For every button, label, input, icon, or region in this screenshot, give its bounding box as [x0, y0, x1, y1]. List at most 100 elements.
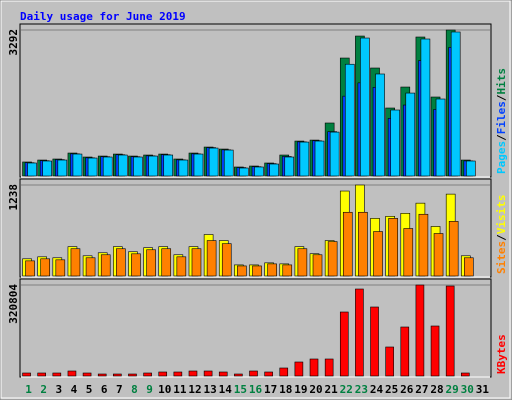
- bar: [299, 141, 310, 177]
- bar: [239, 167, 249, 177]
- bar: [234, 373, 243, 377]
- x-tick-label: 12: [188, 383, 201, 396]
- bar: [27, 162, 37, 177]
- bar: [191, 248, 202, 277]
- bar: [146, 249, 156, 277]
- bar: [415, 284, 425, 377]
- y-tick-label: 320804: [7, 284, 20, 324]
- x-tick-label: 31: [476, 383, 490, 396]
- bar: [72, 153, 83, 177]
- bar: [218, 371, 228, 377]
- x-tick-label: 14: [219, 383, 233, 396]
- bar: [344, 63, 355, 177]
- bar: [385, 346, 394, 377]
- bar: [208, 147, 219, 177]
- chart-title: Daily usage for June 2019: [20, 10, 186, 23]
- bar: [370, 306, 379, 377]
- bar: [284, 156, 295, 177]
- bar: [40, 258, 50, 277]
- x-tick-label: 22: [340, 383, 353, 396]
- x-tick-label: 5: [86, 383, 93, 396]
- bar: [418, 213, 429, 277]
- x-tick-label: 25: [385, 383, 398, 396]
- x-tick-label: 21: [325, 383, 339, 396]
- x-tick-label: 27: [415, 383, 428, 396]
- bar: [400, 326, 410, 377]
- bar: [148, 155, 158, 177]
- bar: [403, 228, 414, 277]
- legend-entry: Pages: [495, 141, 508, 174]
- bar: [221, 243, 232, 277]
- bar: [22, 372, 31, 377]
- legend-entry: KBytes: [495, 334, 508, 374]
- x-tick-label: 24: [370, 383, 384, 396]
- bar: [339, 311, 349, 377]
- bar: [342, 211, 353, 277]
- bar: [100, 254, 111, 277]
- bar: [355, 288, 364, 377]
- bar: [37, 372, 46, 377]
- bar: [312, 254, 323, 277]
- bar: [193, 153, 204, 177]
- bar: [173, 371, 183, 377]
- bar: [405, 92, 416, 177]
- bar: [143, 372, 152, 377]
- bar: [113, 373, 122, 377]
- bar: [42, 160, 52, 177]
- bar: [324, 358, 334, 377]
- y-tick-label: 3292: [7, 29, 20, 56]
- bar: [327, 241, 338, 277]
- bar: [267, 263, 277, 277]
- bar: [448, 221, 459, 277]
- bar: [329, 131, 340, 177]
- bar: [161, 248, 172, 277]
- bar: [131, 253, 141, 277]
- bar: [237, 265, 247, 277]
- x-tick-label: 23: [355, 383, 368, 396]
- x-tick-label: 20: [309, 383, 322, 396]
- bar: [97, 373, 107, 377]
- bar: [252, 265, 262, 277]
- x-tick-label: 16: [249, 383, 263, 396]
- bar: [466, 160, 476, 177]
- x-tick-label: 11: [173, 383, 187, 396]
- bar: [464, 257, 474, 277]
- bar: [223, 149, 234, 177]
- bar: [87, 157, 98, 177]
- bar: [294, 361, 304, 377]
- x-tick-label: 7: [116, 383, 123, 396]
- bar: [314, 140, 325, 177]
- bar: [445, 285, 455, 377]
- legend: Sites/Visits: [495, 195, 508, 275]
- y-tick-label: 1238: [7, 184, 20, 211]
- x-tick-label: 13: [203, 383, 216, 396]
- bar: [158, 371, 168, 377]
- x-tick-label: 19: [294, 383, 307, 396]
- legend-entry: Visits: [495, 195, 508, 235]
- bar: [450, 31, 461, 177]
- bar: [25, 260, 35, 277]
- bar: [433, 233, 444, 277]
- legend: KBytes: [495, 334, 508, 374]
- bar: [309, 358, 319, 377]
- bar: [163, 154, 174, 177]
- bar: [203, 370, 213, 377]
- bar: [430, 325, 440, 377]
- x-tick-label: 28: [430, 383, 443, 396]
- x-tick-label: 8: [131, 383, 138, 396]
- x-tick-label: 2: [40, 383, 47, 396]
- bar: [176, 256, 187, 277]
- bar: [118, 154, 128, 177]
- legend: Pages/Files/Hits: [495, 68, 508, 174]
- bar: [375, 73, 385, 177]
- bar: [57, 159, 68, 177]
- bar: [206, 240, 217, 277]
- bar: [128, 373, 137, 377]
- bar: [264, 371, 273, 377]
- legend-entry: Hits: [495, 68, 508, 95]
- bar: [388, 218, 398, 277]
- bar: [279, 367, 289, 377]
- bar: [420, 38, 431, 177]
